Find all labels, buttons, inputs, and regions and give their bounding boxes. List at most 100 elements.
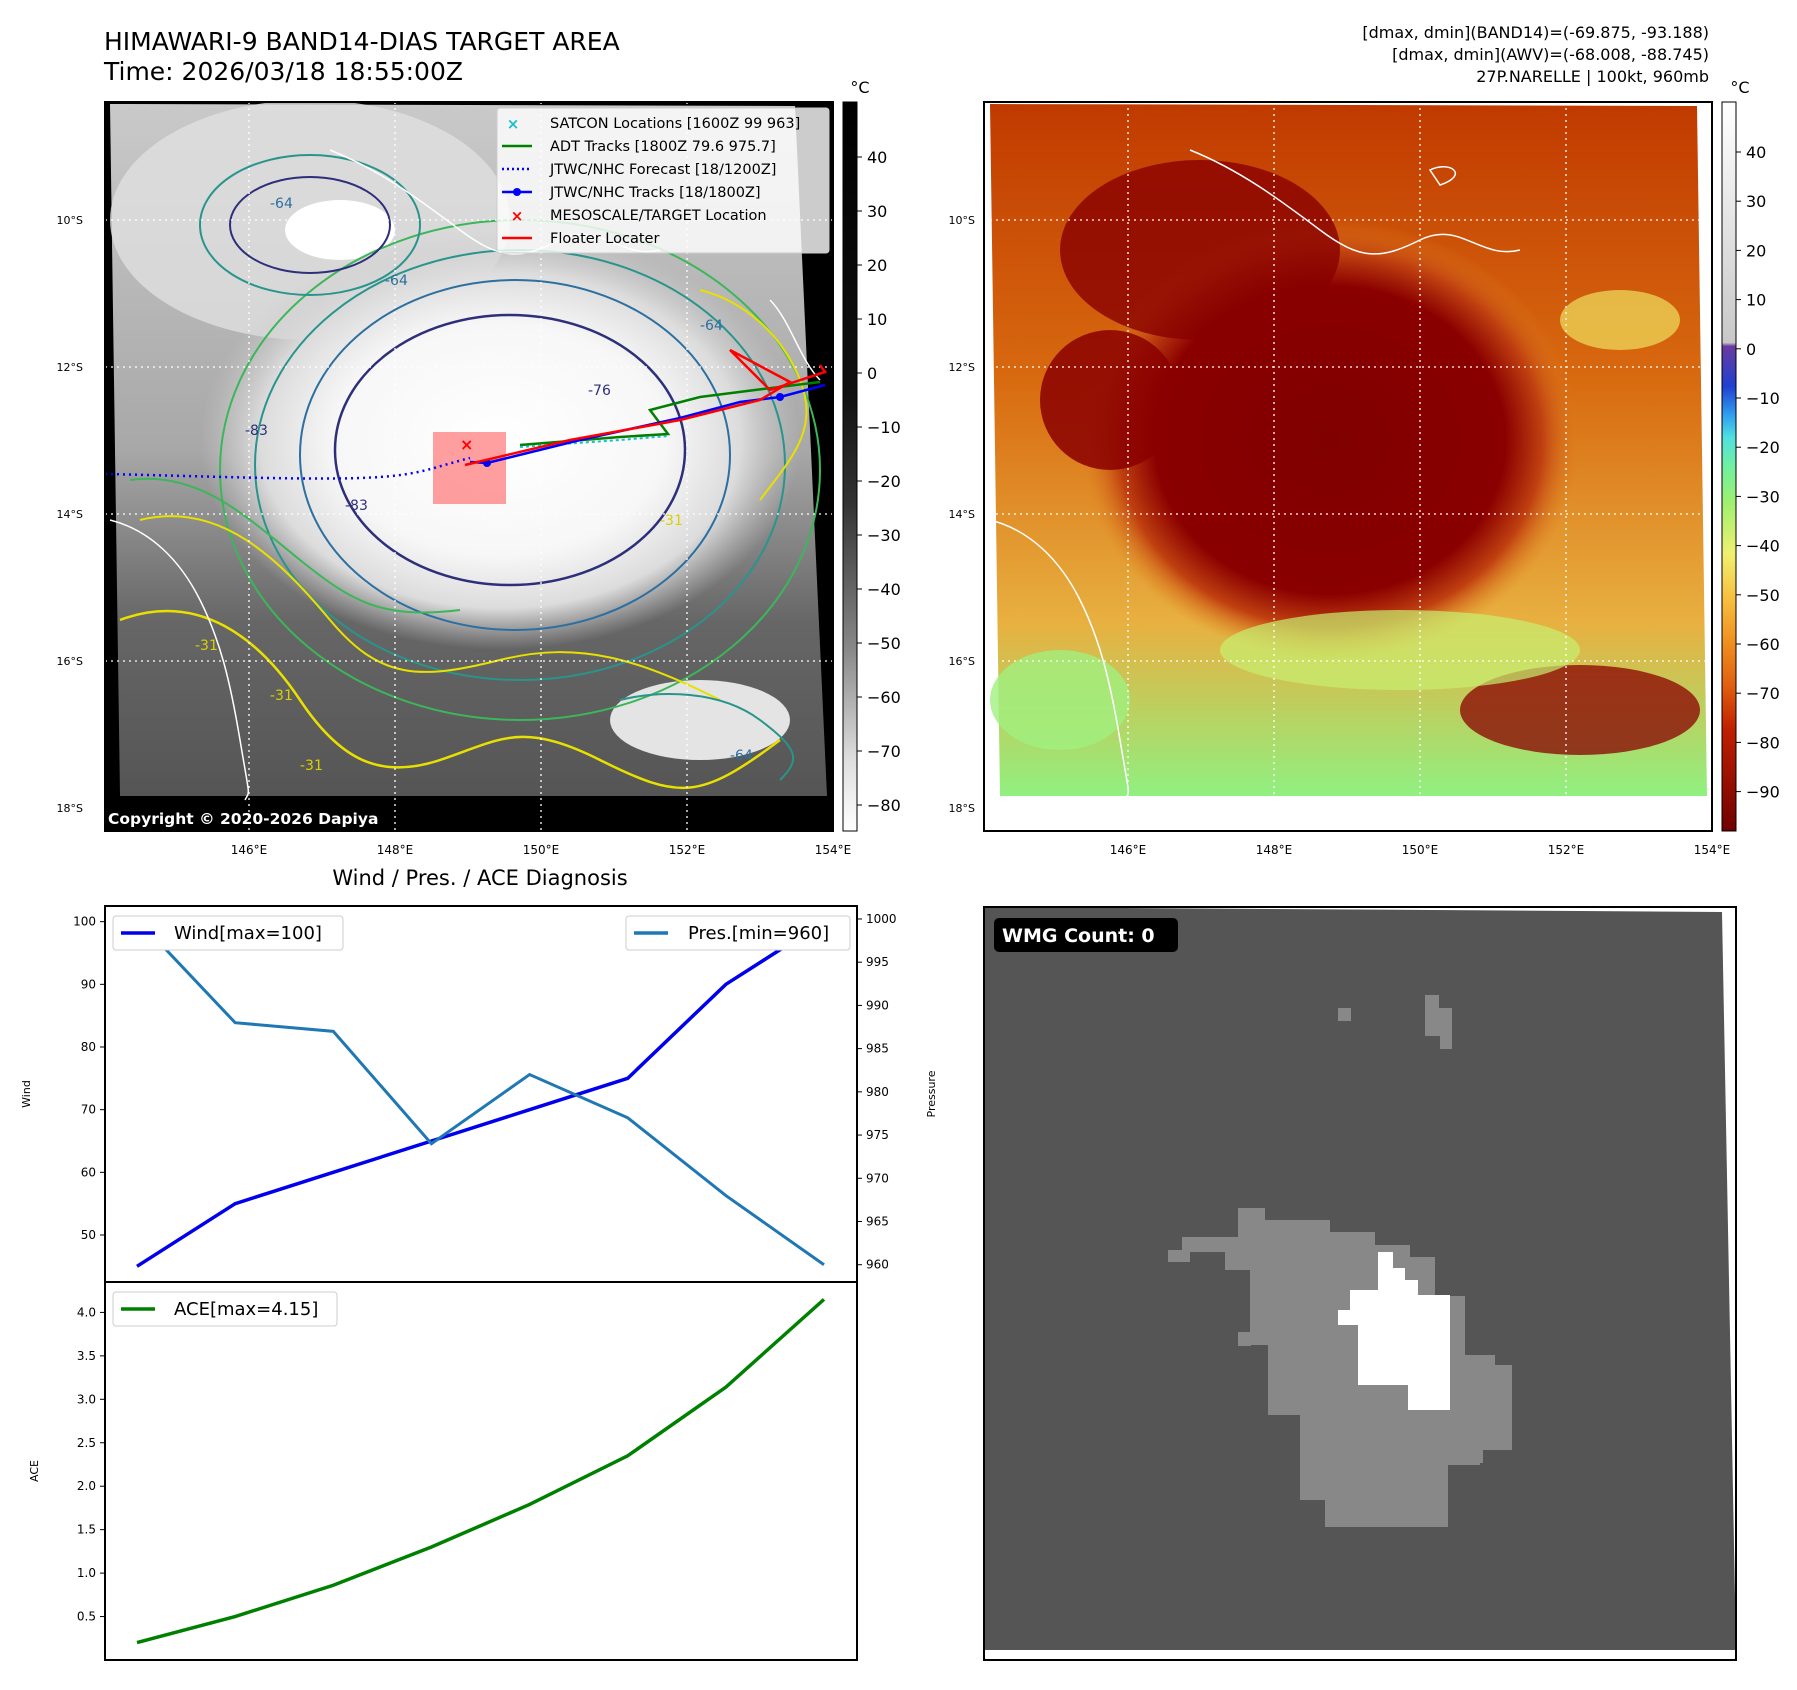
lon-label: 152°E bbox=[669, 843, 706, 857]
colorbar-tick-label: 20 bbox=[1746, 241, 1766, 260]
wind-tick-label: 80 bbox=[81, 1040, 96, 1054]
colorbar-tick-label: 10 bbox=[867, 310, 887, 329]
ace-tick-label: 0.5 bbox=[77, 1610, 96, 1624]
lat-label: 10°S bbox=[949, 214, 975, 227]
ace-tick-label: 4.0 bbox=[77, 1305, 96, 1319]
contour-label: -31 bbox=[300, 758, 323, 774]
ace-chart: 0.5 1.0 1.5 2.0 2.5 3.0 3.5 4.0 ACE ACE[max=4.1… bbox=[28, 1281, 858, 1661]
colorbar-tick-label: −90 bbox=[1746, 783, 1780, 802]
target-location-marker: × bbox=[460, 435, 473, 454]
wmg-warm-region bbox=[1168, 1208, 1512, 1527]
lon-label: 154°E bbox=[1694, 843, 1731, 857]
pressure-axis-label: Pressure bbox=[925, 1070, 938, 1117]
colorbar-tick-label: −70 bbox=[1746, 684, 1780, 703]
contour-label: -31 bbox=[660, 513, 683, 529]
lat-label: 10°S bbox=[57, 214, 83, 227]
legend-tracks: JTWC/NHC Tracks [18/1800Z] bbox=[549, 185, 761, 201]
colorbar-tick-label: −60 bbox=[1746, 635, 1780, 654]
colorbar-left: °C 40 30 20 10 0 −10 −20 −30 −40 −50 −60 −70 −80 bbox=[842, 78, 901, 832]
map-gridlines bbox=[984, 102, 1712, 831]
ace-tick-label: 1.0 bbox=[77, 1566, 96, 1580]
contour-label: -76 bbox=[588, 383, 611, 399]
lat-label: 18°S bbox=[57, 802, 83, 815]
legend-target: MESOSCALE/TARGET Location bbox=[550, 208, 767, 224]
lat-label: 16°S bbox=[949, 655, 975, 668]
wind-tick-label: 60 bbox=[81, 1165, 96, 1179]
contour-label: -83 bbox=[245, 423, 268, 439]
legend-floater: Floater Locater bbox=[550, 231, 659, 247]
pressure-tick-label: 960 bbox=[866, 1258, 889, 1272]
lon-label: 148°E bbox=[1256, 843, 1293, 857]
lon-label: 148°E bbox=[377, 843, 414, 857]
ace-legend-label: ACE[max=4.15] bbox=[174, 1299, 318, 1320]
colorbar-tick-label: −40 bbox=[867, 580, 901, 599]
ace-tick-label: 2.5 bbox=[77, 1436, 96, 1450]
colorbar-tick-label: −30 bbox=[867, 526, 901, 545]
awv-range: [dmax, dmin](AWV)=(-68.008, -88.745) bbox=[1392, 45, 1709, 64]
colorbar-tick-label: −60 bbox=[867, 688, 901, 707]
colorbar-tick-label: 0 bbox=[1746, 340, 1756, 359]
coastline bbox=[989, 519, 1130, 801]
contour-label: -64 bbox=[270, 196, 293, 212]
contour-76 bbox=[299, 279, 731, 631]
ace-legend bbox=[112, 1291, 338, 1327]
wmg-badge bbox=[994, 918, 1178, 952]
contour-label: -31 bbox=[270, 688, 293, 704]
colorbar-tick-label: −70 bbox=[867, 742, 901, 761]
lat-label: 14°S bbox=[57, 508, 83, 521]
colorbar-tick-label: −50 bbox=[1746, 586, 1780, 605]
wmg-panel: WMG Count: 0 bbox=[983, 906, 1737, 1661]
coastline bbox=[109, 519, 250, 801]
colorbar-right: °C 40 30 20 10 0 −10 −20 −30 −40 −50 −60 −70 −80 −90 bbox=[1721, 78, 1780, 832]
wmg-count: WMG Count: 0 bbox=[1002, 925, 1155, 947]
lon-label: 146°E bbox=[231, 843, 268, 857]
lon-label: 150°E bbox=[523, 843, 560, 857]
lat-label: 16°S bbox=[57, 655, 83, 668]
colorbar-tick-label: 30 bbox=[867, 202, 887, 221]
wind-series-line bbox=[136, 920, 825, 1268]
figure-title: HIMAWARI-9 BAND14-DIAS TARGET AREA bbox=[104, 27, 620, 56]
colorbar-tick-label: 30 bbox=[1746, 192, 1766, 211]
adt-track bbox=[519, 380, 821, 447]
lon-label: 152°E bbox=[1548, 843, 1585, 857]
legend-forecast: JTWC/NHC Forecast [18/1200Z] bbox=[549, 162, 776, 178]
contour-31 bbox=[119, 609, 781, 790]
colorbar-tick-label: −40 bbox=[1746, 537, 1780, 556]
colorbar-tick-label: −80 bbox=[1746, 733, 1780, 752]
lat-label: 12°S bbox=[57, 361, 83, 374]
colorbar-tick-label: −10 bbox=[1746, 389, 1780, 408]
contour-label: -83 bbox=[345, 498, 368, 514]
lon-label: 146°E bbox=[1110, 843, 1147, 857]
ace-tick-label: 1.5 bbox=[77, 1523, 96, 1537]
pressure-tick-label: 990 bbox=[866, 998, 889, 1012]
pressure-tick-label: 1000 bbox=[866, 912, 897, 926]
colorbar-tick-label: −20 bbox=[867, 472, 901, 491]
pressure-tick-label: 995 bbox=[866, 955, 889, 969]
wmg-core bbox=[1338, 1252, 1450, 1410]
target-area-box bbox=[433, 432, 506, 504]
pressure-tick-label: 980 bbox=[866, 1085, 889, 1099]
colorbar-tick-label: 10 bbox=[1746, 291, 1766, 310]
awv-map-panel: 10°S 12°S 14°S 16°S 18°S 146°E 148°E 150… bbox=[949, 101, 1731, 857]
pressure-tick-label: 965 bbox=[866, 1214, 889, 1228]
ace-tick-label: 3.5 bbox=[77, 1349, 96, 1363]
lat-label: 18°S bbox=[949, 802, 975, 815]
pressure-tick-label: 970 bbox=[866, 1171, 889, 1185]
band14-range: [dmax, dmin](BAND14)=(-69.875, -93.188) bbox=[1362, 23, 1709, 42]
pressure-series-line bbox=[135, 917, 825, 1266]
legend-satcon: SATCON Locations [1600Z 99 963] bbox=[550, 116, 800, 132]
contour-label: -31 bbox=[195, 638, 218, 654]
pressure-tick-label: 985 bbox=[866, 1042, 889, 1056]
ace-tick-label: 3.0 bbox=[77, 1392, 96, 1406]
ace-series-line bbox=[136, 1298, 826, 1645]
pressure-tick-label: 975 bbox=[866, 1128, 889, 1142]
contour-83 bbox=[333, 313, 687, 587]
figure-time: Time: 2026/03/18 18:55:00Z bbox=[103, 57, 463, 86]
contour-label: -64 bbox=[700, 318, 723, 334]
ace-tick-label: 2.0 bbox=[77, 1479, 96, 1493]
pressure-legend-label: Pres.[min=960] bbox=[688, 923, 829, 944]
diagnosis-title: Wind / Pres. / ACE Diagnosis bbox=[332, 866, 627, 890]
colorbar-tick-label: 40 bbox=[1746, 143, 1766, 162]
lon-label: 154°E bbox=[815, 843, 852, 857]
